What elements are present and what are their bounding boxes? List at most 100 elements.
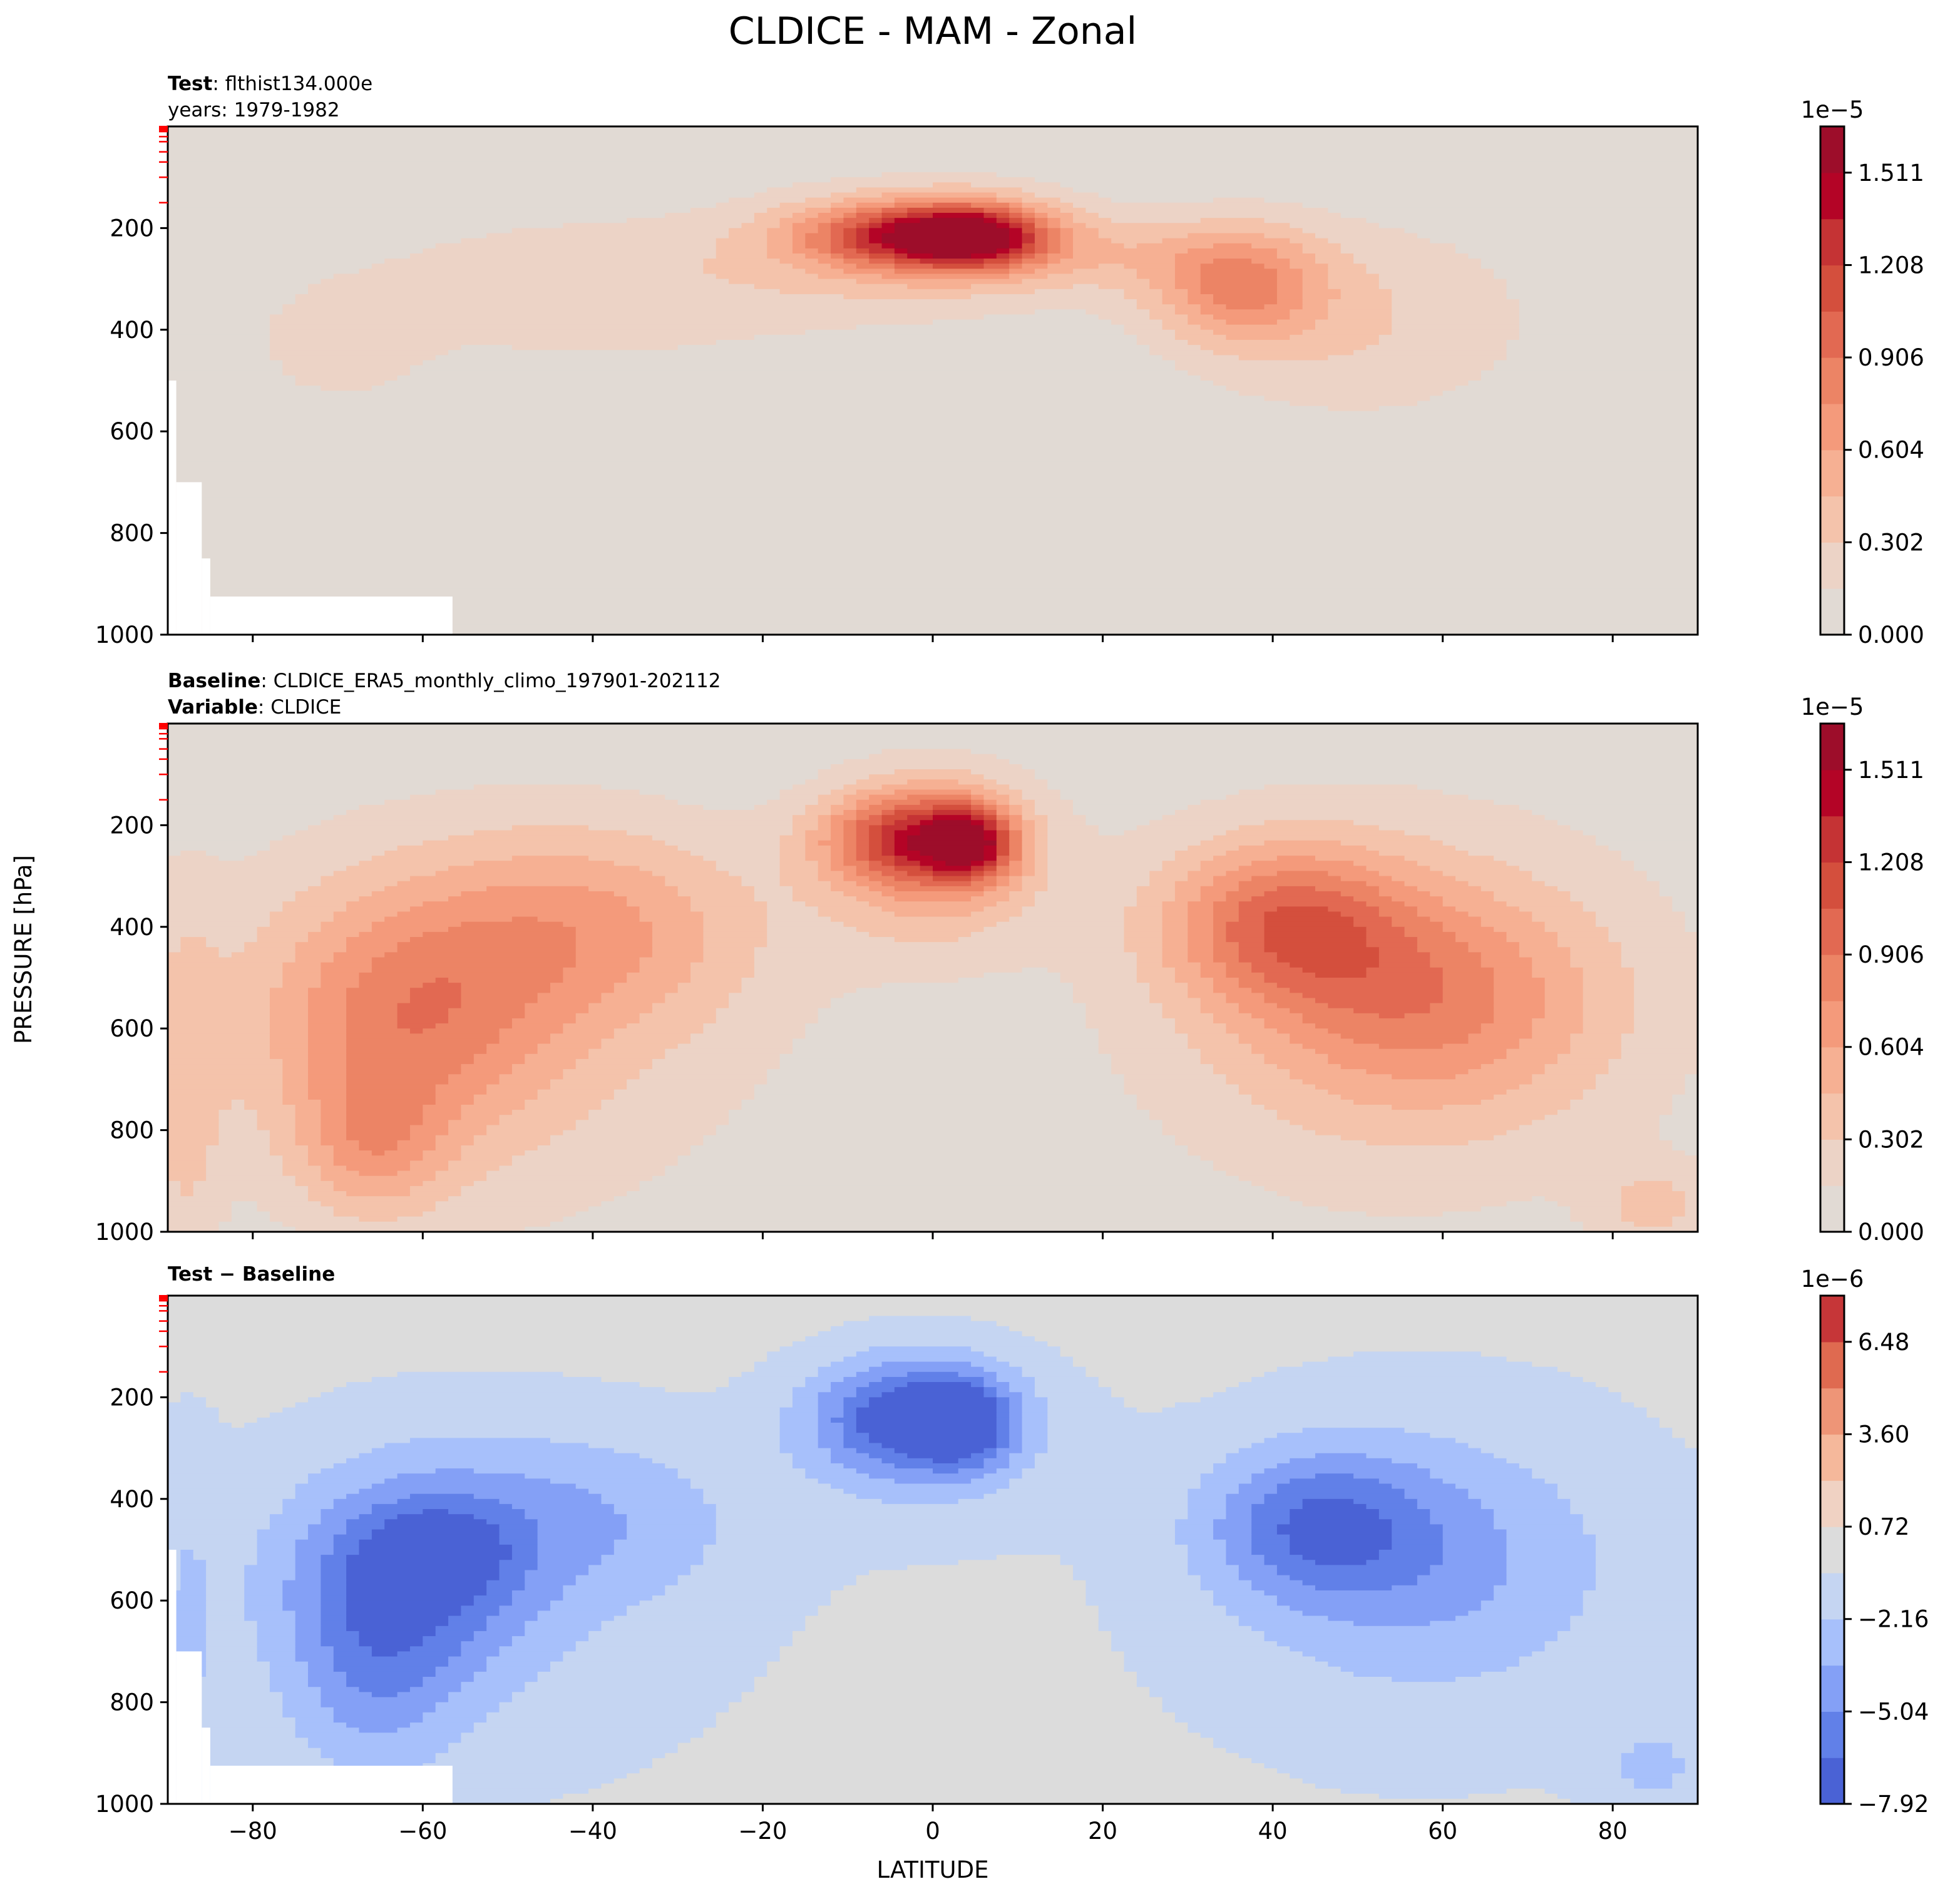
contour-band: [1188, 911, 1214, 918]
contour-band: [346, 1038, 500, 1045]
contour-band: [168, 141, 1698, 148]
contour-band: [1034, 1382, 1099, 1388]
contour-band: [1659, 891, 1698, 897]
contour-band: [321, 1165, 347, 1172]
contour-band: [1455, 248, 1698, 254]
contour-band: [321, 1610, 347, 1617]
contour-band: [511, 1555, 538, 1561]
contour-band: [435, 978, 449, 983]
contour-band: [1608, 1069, 1698, 1075]
contour-band: [1366, 1140, 1469, 1146]
contour-band: [168, 962, 284, 968]
contour-band: [1480, 921, 1546, 928]
contour-band: [550, 1666, 768, 1672]
contour-band: [486, 1590, 513, 1596]
contour-band: [168, 804, 360, 811]
contour-band: [218, 952, 232, 958]
contour-band: [843, 1433, 870, 1439]
contour-band: [1213, 906, 1239, 913]
contour-band: [754, 1687, 1151, 1693]
colorbar-tick-label: 0.604: [1858, 437, 1924, 464]
contour-band: [435, 1758, 653, 1764]
contour-band: [486, 1625, 526, 1632]
contour-band: [1162, 931, 1189, 938]
contour-band: [1404, 881, 1469, 887]
contour-band: [321, 978, 360, 983]
y-tick-label: 600: [110, 1015, 154, 1042]
contour-band: [1392, 1677, 1456, 1682]
contour-band: [1124, 926, 1163, 933]
contour-band: [1047, 871, 1151, 877]
contour-band: [168, 1296, 1698, 1301]
contour-band: [1047, 1428, 1303, 1434]
contour-band: [168, 156, 1698, 163]
contour-band: [907, 815, 933, 821]
contour-band: [677, 886, 755, 892]
contour-band: [1073, 810, 1176, 816]
contour-band: [1085, 309, 1151, 315]
contour-band: [1034, 1376, 1099, 1383]
contour-band: [575, 1120, 729, 1126]
contour-band: [1646, 1412, 1698, 1418]
contour-band: [1174, 269, 1201, 275]
contour-band: [983, 972, 1061, 978]
contour-band: [346, 1135, 411, 1141]
contour-band: [193, 1550, 258, 1555]
contour-band: [1174, 1028, 1227, 1035]
contour-band: [856, 845, 870, 851]
contour-band: [1022, 840, 1035, 846]
contour-band: [448, 1656, 487, 1662]
contour-band: [333, 1180, 424, 1187]
contour-band: [1047, 845, 1189, 851]
contour-band: [1378, 1514, 1431, 1520]
contour-band: [983, 861, 997, 867]
contour-band: [346, 1610, 462, 1617]
contour-band: [601, 1099, 742, 1105]
contour-band: [1085, 1595, 1214, 1601]
contour-band: [168, 1498, 284, 1505]
contour-band: [168, 921, 270, 928]
contour-band: [869, 931, 972, 938]
contour-band: [1290, 1519, 1392, 1525]
contour-band: [511, 825, 589, 831]
contour-band: [295, 1550, 334, 1555]
contour-band: [1353, 1620, 1431, 1627]
contour-band: [767, 233, 793, 239]
contour-band: [269, 1671, 309, 1677]
contour-band: [423, 1717, 487, 1723]
contour-band: [831, 264, 857, 270]
contour-band: [716, 340, 1137, 346]
contour-band: [346, 1682, 424, 1688]
contour-band: [1149, 345, 1201, 351]
contour-band: [792, 1341, 1049, 1347]
contour-band: [1226, 1503, 1252, 1510]
contour-band: [168, 177, 831, 183]
contour-band: [1646, 1407, 1698, 1413]
contour-band: [767, 1666, 1125, 1672]
contour-band: [779, 1412, 819, 1418]
contour-band: [1251, 1585, 1316, 1591]
contour-band: [1238, 1033, 1291, 1040]
contour-band: [767, 921, 844, 928]
contour-band: [894, 851, 921, 856]
contour-band: [371, 386, 1227, 392]
contour-band: [1188, 1509, 1227, 1515]
contour-band: [257, 1539, 296, 1545]
contour-band: [550, 1600, 640, 1607]
contour-band: [971, 202, 1010, 208]
contour-band: [1022, 876, 1049, 882]
contour-band: [1022, 871, 1035, 877]
contour-band: [168, 1094, 284, 1100]
contour-band: [1621, 1185, 1673, 1192]
contour-band: [295, 1656, 334, 1662]
contour-band: [1455, 243, 1698, 249]
contour-band: [168, 1503, 284, 1510]
contour-band: [869, 856, 895, 862]
contour-band: [1455, 876, 1533, 882]
contour-band: [983, 258, 1010, 265]
contour-band: [996, 886, 1023, 892]
contour-band: [1494, 1135, 1660, 1141]
contour-band: [703, 1550, 1189, 1555]
contour-band: [831, 233, 844, 239]
contour-band: [168, 845, 270, 851]
